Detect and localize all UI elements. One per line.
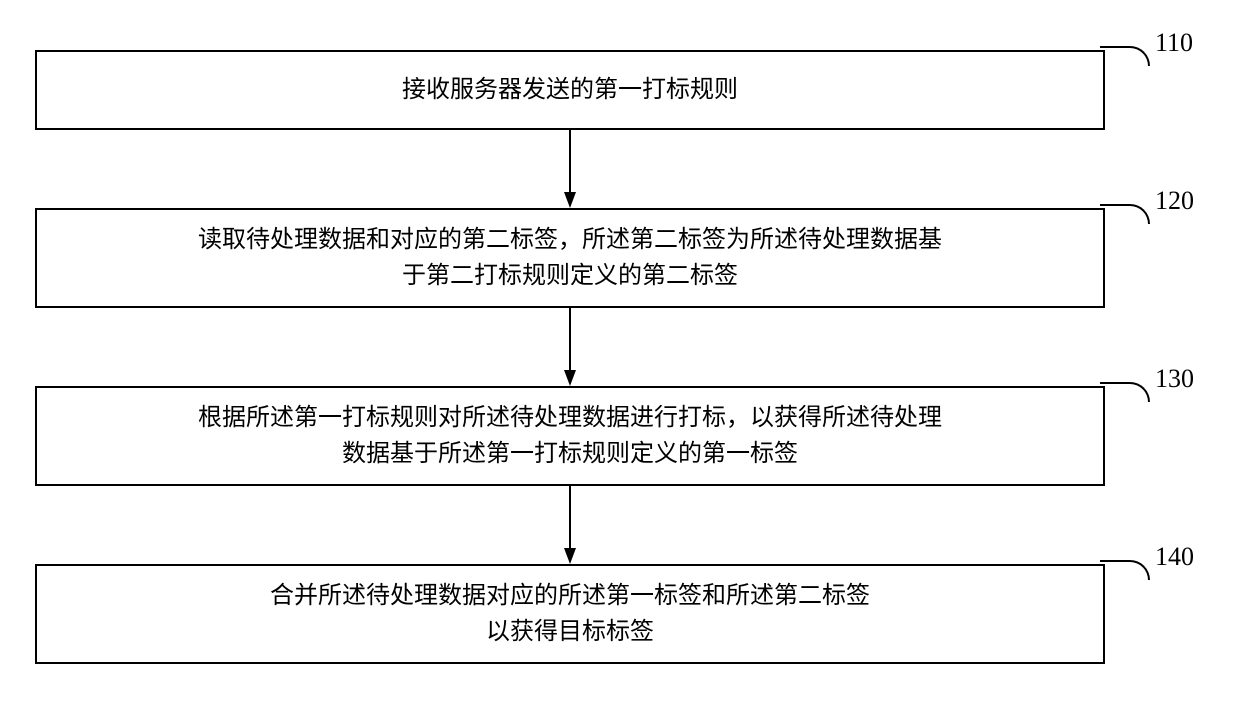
callout-140	[1100, 560, 1150, 580]
flow-node-120: 读取待处理数据和对应的第二标签，所述第二标签为所述待处理数据基于第二打标规则定义…	[35, 208, 1105, 308]
flow-node-label-120: 120	[1155, 186, 1194, 216]
flow-node-label-130: 130	[1155, 364, 1194, 394]
flowchart-canvas: 接收服务器发送的第一打标规则 110 读取待处理数据和对应的第二标签，所述第二标签为…	[0, 0, 1240, 711]
callout-120	[1100, 204, 1150, 224]
flow-node-label-110: 110	[1155, 28, 1193, 58]
flow-node-text: 合并所述待处理数据对应的所述第一标签和所述第二标签以获得目标标签	[270, 578, 870, 650]
flow-node-130: 根据所述第一打标规则对所述待处理数据进行打标，以获得所述待处理数据基于所述第一打…	[35, 386, 1105, 486]
flow-node-110: 接收服务器发送的第一打标规则	[35, 50, 1105, 130]
callout-130	[1100, 382, 1150, 402]
flow-node-text: 读取待处理数据和对应的第二标签，所述第二标签为所述待处理数据基于第二打标规则定义…	[198, 222, 942, 294]
callout-110	[1100, 46, 1150, 66]
flow-node-label-140: 140	[1155, 542, 1194, 572]
flow-node-140: 合并所述待处理数据对应的所述第一标签和所述第二标签以获得目标标签	[35, 564, 1105, 664]
flow-node-text: 根据所述第一打标规则对所述待处理数据进行打标，以获得所述待处理数据基于所述第一打…	[198, 400, 942, 472]
flow-node-text: 接收服务器发送的第一打标规则	[402, 72, 738, 108]
